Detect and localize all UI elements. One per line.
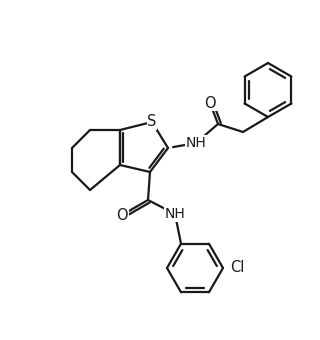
Text: O: O (116, 207, 128, 222)
Text: NH: NH (164, 207, 185, 221)
Text: NH: NH (186, 136, 206, 150)
Text: S: S (147, 115, 157, 130)
Text: O: O (204, 96, 216, 110)
Text: Cl: Cl (230, 260, 244, 275)
